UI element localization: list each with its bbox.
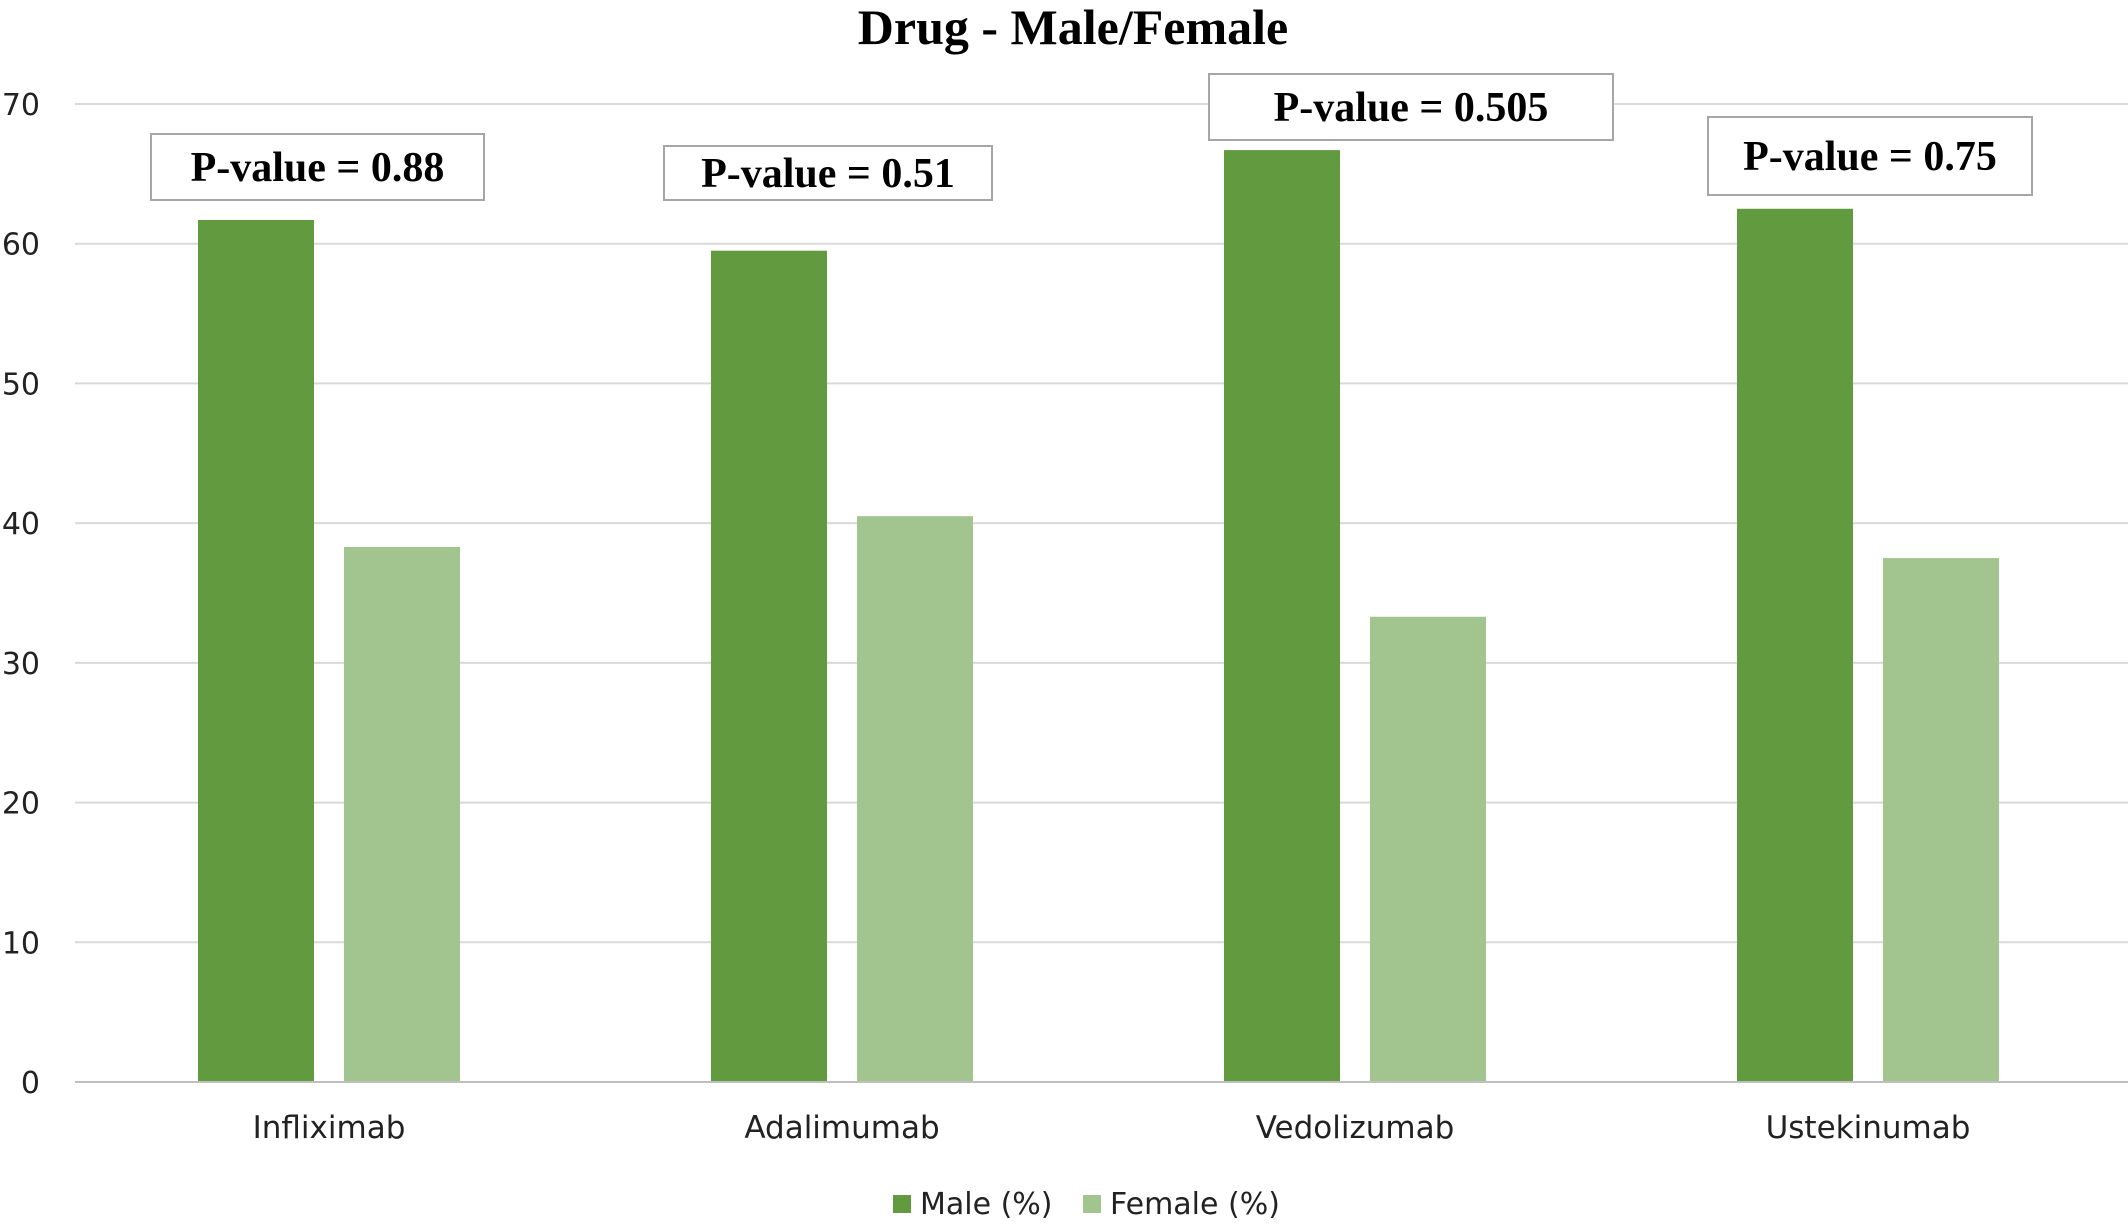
y-tick-label: 20 [2, 787, 40, 822]
chart-title: Drug - Male/Female [858, 0, 1288, 55]
x-tick-label: Vedolizumab [1256, 1110, 1455, 1146]
p-value-box [150, 133, 485, 201]
female-bar-vedolizumab [1370, 616, 1486, 1082]
male-bar-infliximab [198, 219, 314, 1082]
y-tick-label: 30 [2, 647, 40, 682]
female-bar-infliximab [344, 546, 460, 1082]
x-tick-label: Ustekinumab [1766, 1110, 1971, 1146]
y-tick-label: 60 [2, 228, 40, 263]
p-value-annotation: P-value = 0.88 [150, 133, 485, 201]
x-tick-label: Adalimumab [744, 1110, 939, 1146]
x-tick-label: Infliximab [253, 1110, 406, 1146]
female-bar-ustekinumab [1883, 558, 1999, 1082]
male-bar-vedolizumab [1224, 150, 1340, 1082]
legend-item: Male (%) [893, 1187, 1053, 1222]
male-bar-ustekinumab [1737, 208, 1853, 1083]
legend-item: Female (%) [1083, 1187, 1280, 1222]
x-axis-labels: Infliximab Adalimumab Vedolizumab Ustekinum… [253, 1110, 1971, 1146]
p-value-box [1208, 73, 1614, 141]
y-tick-label: 70 [2, 88, 40, 123]
legend-label: Female (%) [1110, 1187, 1280, 1222]
y-tick-label: 10 [2, 926, 40, 961]
legend: Male (%) Female (%) [893, 1187, 1280, 1222]
legend-swatch [893, 1195, 911, 1213]
y-tick-label: 0 [21, 1066, 40, 1101]
p-value-annotation: P-value = 0.505 [1208, 73, 1614, 141]
p-value-label: P-value = 0.51 [701, 151, 955, 197]
p-value-annotation: P-value = 0.51 [663, 145, 993, 201]
p-value-annotation: P-value = 0.75 [1707, 116, 2033, 196]
y-tick-label: 40 [2, 507, 40, 542]
p-value-box [1707, 116, 2033, 196]
p-value-annotations: P-value = 0.88 P-value = 0.51 P-value = 0.… [150, 73, 2033, 201]
p-value-label: P-value = 0.88 [191, 145, 445, 191]
male-bar-adalimumab [711, 250, 827, 1082]
legend-label: Male (%) [920, 1187, 1053, 1222]
female-bar-adalimumab [857, 516, 973, 1082]
y-axis-ticks: 0 10 20 30 40 50 60 70 [2, 88, 40, 1101]
legend-swatch [1083, 1195, 1101, 1213]
p-value-label: P-value = 0.75 [1743, 134, 1997, 180]
p-value-label: P-value = 0.505 [1274, 85, 1549, 131]
bars [198, 150, 1999, 1083]
y-tick-label: 50 [2, 367, 40, 402]
p-value-box [663, 145, 993, 201]
